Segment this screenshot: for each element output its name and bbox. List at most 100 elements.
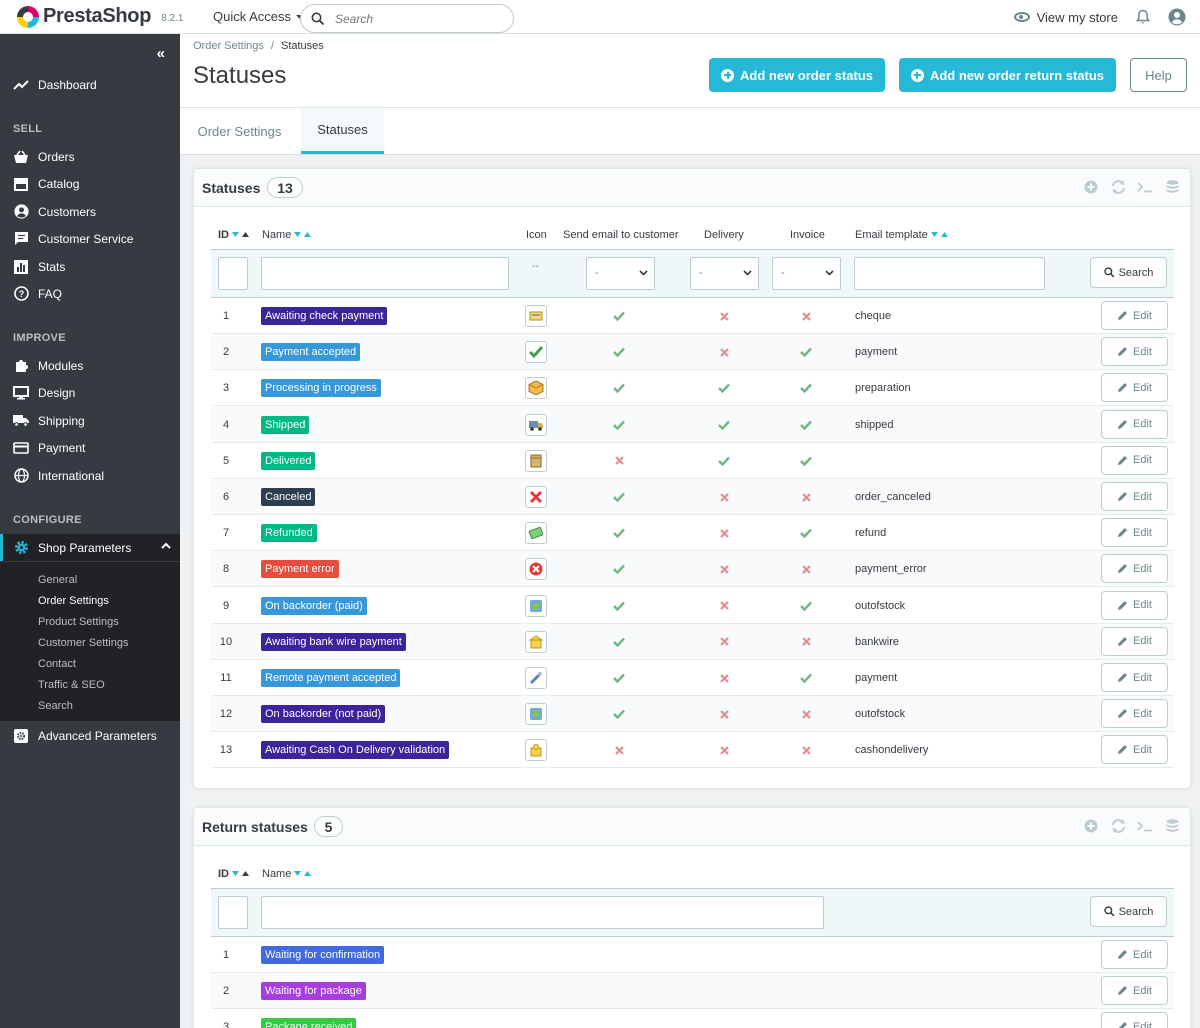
user-account-icon[interactable] [1168, 8, 1186, 26]
sidebar-item-catalog[interactable]: Catalog [0, 170, 180, 197]
row-send-email[interactable] [609, 732, 629, 768]
table-row[interactable]: 4 Shipped shipped Edit [211, 406, 1174, 443]
table-row[interactable]: 10 Awaiting bank wire payment bankwire Edit [211, 623, 1174, 660]
table-row[interactable]: 13 Awaiting Cash On Delivery validation ca… [211, 732, 1174, 769]
refresh-icon[interactable] [1110, 818, 1126, 834]
table-row[interactable]: 9 On backorder (paid) outofstock Edit [211, 588, 1174, 624]
submenu-item-traffic-seo[interactable]: Traffic & SEO [38, 679, 105, 691]
add-icon[interactable] [1083, 818, 1099, 834]
filter-name-input[interactable] [261, 896, 824, 929]
sidebar-item-shop-parameters[interactable]: Shop Parameters [0, 534, 180, 561]
database-icon[interactable] [1164, 818, 1180, 834]
row-send-email[interactable] [609, 551, 629, 587]
edit-button[interactable]: Edit [1101, 373, 1168, 403]
row-send-email[interactable] [609, 479, 629, 515]
edit-button[interactable]: Edit [1101, 663, 1168, 692]
search-input[interactable] [335, 11, 495, 26]
edit-button[interactable]: Edit [1101, 445, 1168, 475]
filter-name-input[interactable] [261, 257, 509, 290]
terminal-icon[interactable] [1137, 179, 1153, 195]
row-delivery[interactable] [714, 732, 734, 768]
row-invoice[interactable] [796, 624, 816, 660]
sidebar-item-international[interactable]: International [0, 462, 180, 489]
submenu-item-general[interactable]: General [38, 574, 78, 586]
row-delivery[interactable] [714, 370, 734, 406]
row-delivery[interactable] [714, 551, 734, 587]
filter-invoice-select[interactable]: - [772, 257, 841, 290]
sidebar-item-customers[interactable]: Customers [0, 198, 180, 225]
row-invoice[interactable] [796, 551, 816, 587]
row-invoice[interactable] [796, 660, 816, 696]
row-delivery[interactable] [714, 298, 734, 334]
row-delivery[interactable] [714, 407, 734, 443]
sidebar-item-orders[interactable]: Orders [0, 143, 180, 170]
edit-button[interactable]: Edit [1101, 482, 1168, 511]
column-header-id[interactable]: ID [218, 868, 249, 880]
sidebar-item-design[interactable]: Design [0, 379, 180, 406]
edit-button[interactable]: Edit [1101, 301, 1168, 330]
table-row[interactable]: 5 Delivered Edit [211, 443, 1174, 479]
add-return-status-button[interactable]: Add new order return status [899, 58, 1116, 92]
row-delivery[interactable] [714, 515, 734, 551]
filter-search-button[interactable]: Search [1090, 896, 1167, 927]
filter-email-template-input[interactable] [854, 257, 1045, 290]
row-send-email[interactable] [609, 443, 629, 479]
sidebar-item-dashboard[interactable]: Dashboard [0, 71, 180, 98]
submenu-item-contact[interactable]: Contact [38, 658, 76, 670]
row-delivery[interactable] [714, 624, 734, 660]
row-invoice[interactable] [796, 696, 816, 732]
row-send-email[interactable] [609, 660, 629, 696]
table-row[interactable]: 3 Package received Edit [211, 1009, 1174, 1028]
header-search[interactable] [300, 4, 514, 33]
table-row[interactable]: 12 On backorder (not paid) outofstock Edit [211, 696, 1174, 733]
row-invoice[interactable] [796, 732, 816, 768]
table-row[interactable]: 7 Refunded refund Edit [211, 515, 1174, 552]
column-header-id[interactable]: ID [218, 229, 249, 241]
submenu-item-customer-settings[interactable]: Customer Settings [38, 637, 129, 649]
collapse-sidebar-icon[interactable]: « [156, 45, 166, 62]
refresh-icon[interactable] [1110, 179, 1126, 195]
sidebar-item-shipping[interactable]: Shipping [0, 407, 180, 434]
row-delivery[interactable] [714, 334, 734, 370]
edit-button[interactable]: Edit [1101, 735, 1168, 765]
sort-icon[interactable] [232, 871, 249, 877]
sidebar-item-payment[interactable]: Payment [0, 434, 180, 461]
table-row[interactable]: 11 Remote payment accepted payment Edit [211, 660, 1174, 696]
row-invoice[interactable] [796, 370, 816, 406]
row-delivery[interactable] [714, 443, 734, 479]
row-invoice[interactable] [796, 298, 816, 334]
column-header-name[interactable]: Name [262, 229, 312, 241]
logo[interactable]: PrestaShop 8.2.1 [17, 5, 197, 28]
submenu-item-order-settings[interactable]: Order Settings [38, 595, 109, 607]
row-send-email[interactable] [609, 696, 629, 732]
table-row[interactable]: 8 Payment error payment_error Edit [211, 551, 1174, 588]
edit-button[interactable]: Edit [1101, 337, 1168, 367]
edit-button[interactable]: Edit [1101, 940, 1168, 969]
row-invoice[interactable] [796, 515, 816, 551]
edit-button[interactable]: Edit [1101, 590, 1168, 620]
quick-access-dropdown[interactable]: Quick Access [213, 9, 305, 24]
edit-button[interactable]: Edit [1101, 699, 1168, 729]
row-send-email[interactable] [609, 624, 629, 660]
row-send-email[interactable] [609, 370, 629, 406]
row-send-email[interactable] [609, 298, 629, 334]
row-delivery[interactable] [714, 479, 734, 515]
bell-icon[interactable] [1136, 9, 1150, 25]
database-icon[interactable] [1164, 179, 1180, 195]
column-header-name[interactable]: Name [262, 868, 312, 880]
sidebar-item-advanced-parameters[interactable]: Advanced Parameters [0, 722, 180, 749]
tab-statuses[interactable]: Statuses [301, 108, 384, 154]
edit-button[interactable]: Edit [1101, 976, 1168, 1006]
table-row[interactable]: 1 Waiting for confirmation Edit [211, 937, 1174, 973]
edit-button[interactable]: Edit [1101, 409, 1168, 439]
table-row[interactable]: 3 Processing in progress preparation Edit [211, 370, 1174, 407]
terminal-icon[interactable] [1137, 818, 1153, 834]
row-delivery[interactable] [714, 660, 734, 696]
row-invoice[interactable] [796, 443, 816, 479]
edit-button[interactable]: Edit [1101, 626, 1168, 656]
add-order-status-button[interactable]: Add new order status [709, 58, 885, 92]
edit-button[interactable]: Edit [1101, 554, 1168, 584]
row-invoice[interactable] [796, 407, 816, 443]
sort-icon[interactable] [294, 232, 312, 238]
view-store-link[interactable]: View my store [1013, 10, 1118, 25]
